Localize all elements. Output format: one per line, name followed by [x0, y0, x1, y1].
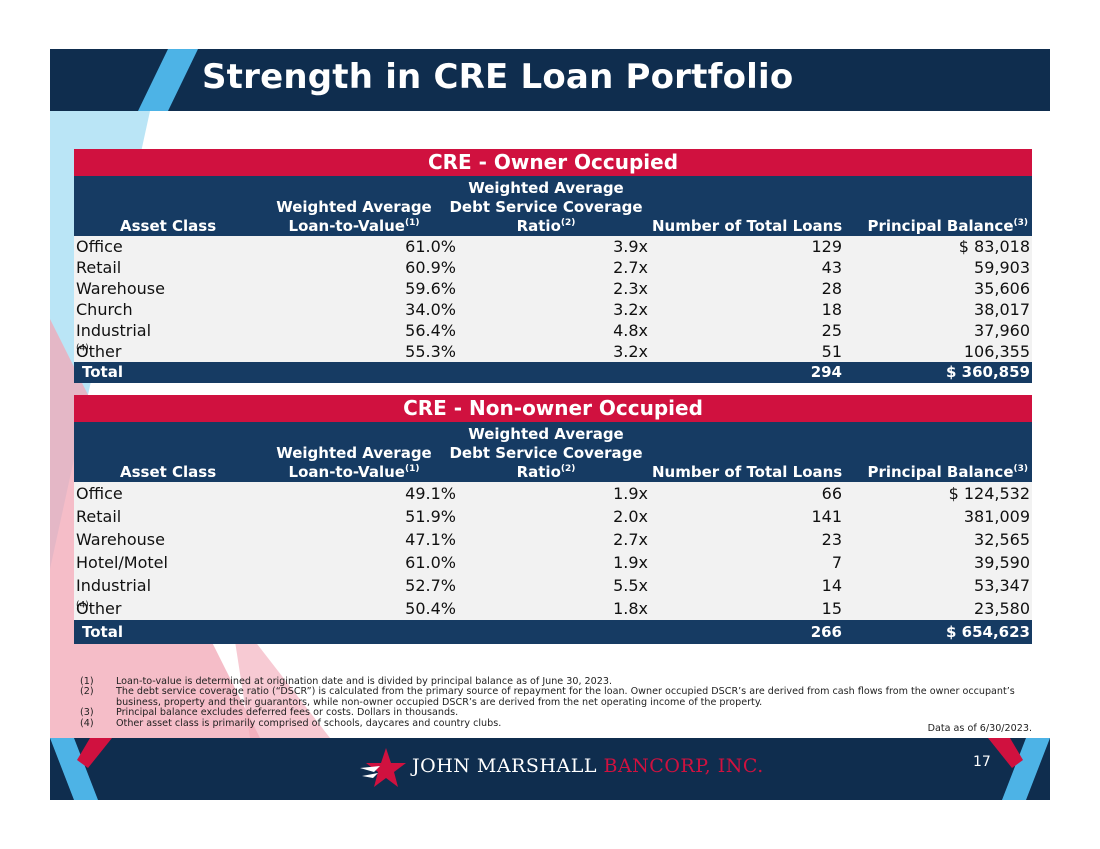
footnote: (3) Principal balance excludes deferred f… — [80, 707, 459, 719]
footer-bar: JOHN MARSHALL BANCORP, INC. 17 — [50, 738, 1050, 800]
header-principal: Principal Balance(3) — [867, 217, 1028, 235]
table-total-row: Total 266 $ 654,623 — [74, 620, 1032, 644]
table-row: Warehouse 59.6% 2.3x 28 35,606 — [74, 278, 1032, 299]
star-icon — [360, 748, 406, 787]
header-asset-class: Asset Class — [120, 217, 217, 235]
table-row: Retail 51.9% 2.0x 141 381,009 — [74, 505, 1032, 528]
footer-left-chevron — [50, 738, 112, 800]
table-total-row: Total 294 $ 360,859 — [74, 362, 1032, 383]
title-accent-shape — [138, 49, 198, 111]
header-ltv: Weighted Average Loan-to-Value(1) — [276, 444, 432, 481]
owner-occupied-table: CRE - Owner Occupied Asset Class Weighte… — [74, 149, 1032, 383]
table-row: Church 34.0% 3.2x 18 38,017 — [74, 299, 1032, 320]
header-dscr: Weighted Average Debt Service Coverage R… — [449, 425, 643, 481]
footnote: (1) Loan-to-value is determined at origin… — [80, 676, 613, 687]
header-num-loans: Number of Total Loans — [652, 217, 843, 235]
footnote: (4) Other asset class is primarily compri… — [80, 717, 502, 729]
table-row: Hotel/Motel 61.0% 1.9x 7 39,590 — [74, 551, 1032, 574]
footnote: (2) The debt service coverage ratio (“DSC… — [80, 686, 1015, 708]
header-principal: Principal Balance(3) — [867, 463, 1028, 481]
page-title: Strength in CRE Loan Portfolio — [202, 57, 794, 97]
table-row: Other (4) 50.4% 1.8x 15 23,580 — [74, 597, 1032, 620]
table-header: Asset Class Weighted Average Loan-to-Val… — [74, 422, 1032, 482]
page-number: 17 — [973, 754, 991, 770]
data-as-of: Data as of 6/30/2023. — [927, 723, 1032, 734]
header-dscr: Weighted Average Debt Service Coverage R… — [449, 179, 643, 235]
non-owner-occupied-table: CRE - Non-owner Occupied Asset Class Wei… — [74, 395, 1032, 644]
footnotes: (1) Loan-to-value is determined at origin… — [80, 676, 1040, 729]
title-bar: Strength in CRE Loan Portfolio — [50, 49, 1050, 111]
table-body: Office 61.0% 3.9x 129 $ 83,018 Retail 60.9% 2.… — [74, 236, 1032, 362]
table-header: Asset Class Weighted Average Loan-to-Val… — [74, 176, 1032, 236]
header-num-loans: Number of Total Loans — [652, 463, 843, 481]
section-title: CRE - Owner Occupied — [74, 149, 1032, 176]
table-row: Industrial 52.7% 5.5x 14 53,347 — [74, 574, 1032, 597]
header-ltv: Weighted Average Loan-to-Value(1) — [276, 198, 432, 235]
section-title: CRE - Non-owner Occupied — [74, 395, 1032, 422]
footer-right-chevron — [988, 738, 1050, 800]
table-row: Office 49.1% 1.9x 66 $ 124,532 — [74, 482, 1032, 505]
table-row: Retail 60.9% 2.7x 43 59,903 — [74, 257, 1032, 278]
table-body: Office 49.1% 1.9x 66 $ 124,532 Retail 51.9% 2.… — [74, 482, 1032, 620]
table-row: Warehouse 47.1% 2.7x 23 32,565 — [74, 528, 1032, 551]
table-row: Industrial 56.4% 4.8x 25 37,960 — [74, 320, 1032, 341]
table-row: Office 61.0% 3.9x 129 $ 83,018 — [74, 236, 1032, 257]
slide: Strength in CRE Loan Portfolio CRE - Own… — [50, 49, 1050, 800]
header-asset-class: Asset Class — [120, 463, 217, 481]
table-row: Other (4) 55.3% 3.2x 51 106,355 — [74, 341, 1032, 362]
company-logo-text: JOHN MARSHALL BANCORP, INC. — [412, 755, 764, 777]
